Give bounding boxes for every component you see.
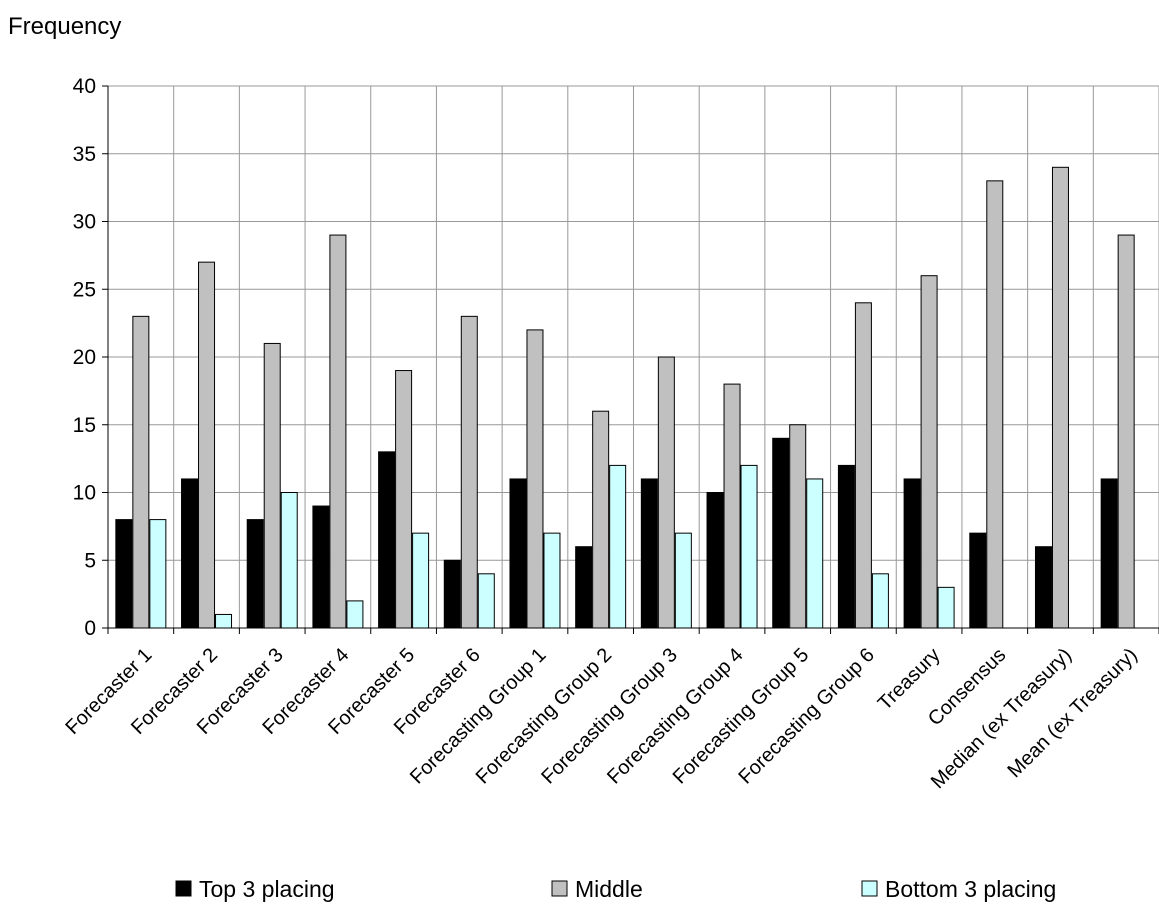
bar-top-3-placing-forecasting-group-2 — [575, 546, 593, 629]
bar-bottom-3-placing-forecasting-group-5 — [806, 478, 824, 629]
bar-bottom-3-placing-forecaster-5 — [412, 532, 430, 629]
legend-swatch-bottom-3-placing — [861, 880, 878, 897]
y-tick-label: 0 — [84, 617, 96, 640]
bar-middle-treasury — [920, 275, 938, 629]
y-axis-title: Frequency — [8, 13, 121, 40]
bar-bottom-3-placing-forecaster-1 — [149, 519, 167, 629]
bar-top-3-placing-forecasting-group-5 — [772, 437, 790, 629]
bar-middle-forecasting-group-5 — [789, 424, 807, 629]
bar-top-3-placing-forecaster-2 — [181, 478, 199, 629]
bar-middle-consensus — [986, 180, 1004, 629]
bar-middle-forecasting-group-1 — [526, 329, 544, 629]
bar-top-3-placing-median-ex-treasury — [1034, 546, 1052, 629]
axes — [102, 85, 1159, 634]
y-tick-label: 25 — [73, 278, 96, 301]
y-tick-label: 40 — [73, 75, 96, 98]
bar-top-3-placing-forecasting-group-3 — [640, 478, 658, 629]
bar-top-3-placing-forecasting-group-6 — [837, 464, 855, 629]
bar-middle-median-ex-treasury — [1051, 166, 1069, 629]
bar-bottom-3-placing-forecasting-group-3 — [674, 532, 692, 629]
gridlines — [108, 85, 1159, 628]
bar-top-3-placing-forecasting-group-4 — [706, 492, 724, 629]
legend-swatch-middle — [551, 880, 568, 897]
bar-top-3-placing-forecaster-6 — [443, 559, 461, 629]
bar-top-3-placing-forecaster-4 — [312, 505, 330, 629]
legend-swatch-top-3-placing — [175, 880, 192, 897]
bar-top-3-placing-treasury — [903, 478, 921, 629]
bar-bottom-3-placing-forecasting-group-4 — [740, 464, 758, 629]
y-tick-label: 35 — [73, 143, 96, 166]
legend-label-bottom-3-placing: Bottom 3 placing — [885, 876, 1056, 902]
bar-middle-forecasting-group-6 — [854, 302, 872, 629]
bar-middle-forecasting-group-3 — [657, 356, 675, 629]
bar-middle-forecasting-group-4 — [723, 383, 741, 629]
bar-middle-forecaster-6 — [460, 315, 478, 629]
bar-middle-forecaster-4 — [329, 234, 347, 629]
bar-top-3-placing-forecaster-3 — [246, 519, 264, 629]
bar-middle-forecaster-5 — [395, 370, 413, 629]
bar-middle-forecaster-3 — [263, 342, 281, 629]
bar-top-3-placing-forecaster-5 — [378, 451, 396, 629]
y-tick-labels: 0 5 10 15 20 25 30 35 40 — [73, 75, 96, 640]
legend-label-middle: Middle — [575, 876, 643, 902]
bar-top-3-placing-forecaster-1 — [115, 519, 133, 629]
bar-bottom-3-placing-treasury — [937, 586, 955, 629]
y-tick-label: 5 — [84, 549, 96, 572]
y-tick-label: 30 — [73, 211, 96, 234]
bar-bottom-3-placing-forecasting-group-1 — [543, 532, 561, 629]
bar-middle-mean-ex-treasury — [1117, 234, 1135, 629]
bar-middle-forecasting-group-2 — [592, 410, 610, 629]
bar-bottom-3-placing-forecaster-2 — [215, 613, 233, 629]
y-tick-label: 10 — [73, 482, 96, 505]
bar-bottom-3-placing-forecasting-group-6 — [871, 573, 889, 629]
bar-middle-forecaster-2 — [198, 261, 216, 629]
bar-top-3-placing-consensus — [969, 532, 987, 629]
y-tick-label: 15 — [73, 414, 96, 437]
y-tick-label: 20 — [73, 346, 96, 369]
x-tick-label-mean-ex-treasury: Mean (ex Treasury) — [1004, 644, 1142, 782]
legend-label-top-3-placing: Top 3 placing — [199, 876, 335, 902]
bar-bottom-3-placing-forecaster-3 — [280, 492, 298, 629]
bar-top-3-placing-mean-ex-treasury — [1100, 478, 1118, 629]
bar-bottom-3-placing-forecaster-4 — [346, 600, 364, 629]
bar-middle-forecaster-1 — [132, 315, 150, 629]
bar-top-3-placing-forecasting-group-1 — [509, 478, 527, 629]
bar-bottom-3-placing-forecaster-6 — [477, 573, 495, 629]
bars-group — [115, 166, 1135, 629]
bar-bottom-3-placing-forecasting-group-2 — [609, 464, 627, 629]
legend: Top 3 placing Middle Bottom 3 placing — [175, 876, 1056, 902]
